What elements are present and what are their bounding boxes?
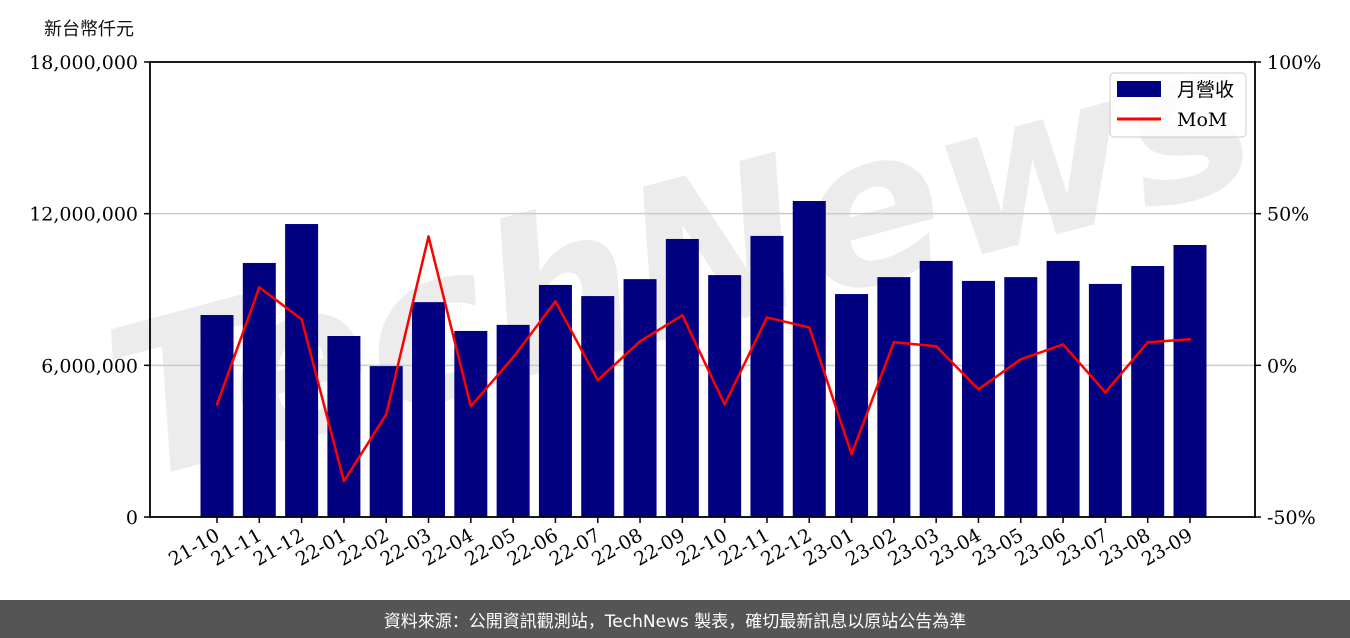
bar-23-02 xyxy=(877,277,911,517)
bar-23-01 xyxy=(835,294,869,517)
y-axis-unit-label: 新台幣仟元 xyxy=(44,19,134,40)
bar-22-02 xyxy=(369,366,403,517)
mom-point-23-04 xyxy=(977,388,980,391)
bar-22-09 xyxy=(665,238,699,517)
source-footer: 資料來源：公開資訊觀測站，TechNews 製表，確切最新訊息以原站公告為準 xyxy=(0,600,1350,638)
bar-22-03 xyxy=(412,302,446,517)
y-right-tick-label: 100% xyxy=(1267,52,1321,74)
bar-22-01 xyxy=(327,336,361,517)
bar-21-11 xyxy=(242,262,276,517)
mom-point-23-05 xyxy=(1019,358,1022,361)
bar-23-05 xyxy=(1004,277,1038,517)
revenue-chart: TechNews06,000,00012,000,00018,000,000-5… xyxy=(29,0,1321,571)
mom-point-21-11 xyxy=(258,286,261,289)
mom-point-22-04 xyxy=(469,405,473,408)
mom-point-23-02 xyxy=(892,341,896,344)
y-left-tick-label: 18,000,000 xyxy=(29,52,138,74)
mom-point-23-09 xyxy=(1188,338,1192,341)
bar-22-10 xyxy=(708,275,742,517)
mom-point-22-10 xyxy=(723,403,726,406)
mom-point-21-10 xyxy=(215,403,219,406)
bar-22-06 xyxy=(538,284,572,517)
y-left-tick-label: 12,000,000 xyxy=(29,204,138,226)
plot-frame xyxy=(149,61,1256,518)
mom-point-23-03 xyxy=(934,345,938,348)
bar-23-09 xyxy=(1173,245,1207,517)
mom-point-22-11 xyxy=(765,316,769,319)
y-left-tick-label: 6,000,000 xyxy=(41,355,138,377)
mom-point-23-07 xyxy=(1104,391,1107,394)
mom-line xyxy=(215,235,1191,483)
bar-23-08 xyxy=(1131,265,1165,517)
bar-23-04 xyxy=(961,280,995,517)
mom-point-23-01 xyxy=(850,453,853,456)
mom-point-22-06 xyxy=(554,300,557,303)
mom-point-22-05 xyxy=(511,356,515,359)
y-right-tick-label: 0% xyxy=(1267,355,1297,377)
mom-point-23-06 xyxy=(1061,343,1065,346)
bar-23-07 xyxy=(1088,283,1122,517)
y-left-tick-label: 0 xyxy=(126,507,138,529)
bar-22-08 xyxy=(623,279,657,517)
mom-point-22-09 xyxy=(681,314,684,317)
bar-22-07 xyxy=(581,296,615,517)
mom-point-22-01 xyxy=(342,480,346,483)
bar-21-12 xyxy=(285,224,319,517)
legend-label-revenue: 月營收 xyxy=(1177,79,1234,101)
mom-point-22-03 xyxy=(427,235,430,238)
legend: 月營收 MoM xyxy=(1109,72,1247,138)
mom-point-22-07 xyxy=(596,378,599,382)
bar-23-03 xyxy=(919,260,953,517)
mom-point-22-02 xyxy=(385,413,388,416)
mom-point-22-08 xyxy=(638,340,642,343)
mom-point-21-12 xyxy=(300,318,303,321)
y-right-tick-label: -50% xyxy=(1267,507,1316,529)
legend-bar-swatch xyxy=(1117,81,1161,97)
mom-point-22-12 xyxy=(808,326,811,329)
bar-21-10 xyxy=(200,315,234,517)
y-right-tick-label: 50% xyxy=(1267,204,1309,226)
bar-22-11 xyxy=(750,235,784,517)
bar-22-05 xyxy=(496,324,530,517)
mom-point-23-08 xyxy=(1146,341,1149,344)
legend-label-mom: MoM xyxy=(1177,109,1227,131)
bar-23-06 xyxy=(1046,260,1080,517)
